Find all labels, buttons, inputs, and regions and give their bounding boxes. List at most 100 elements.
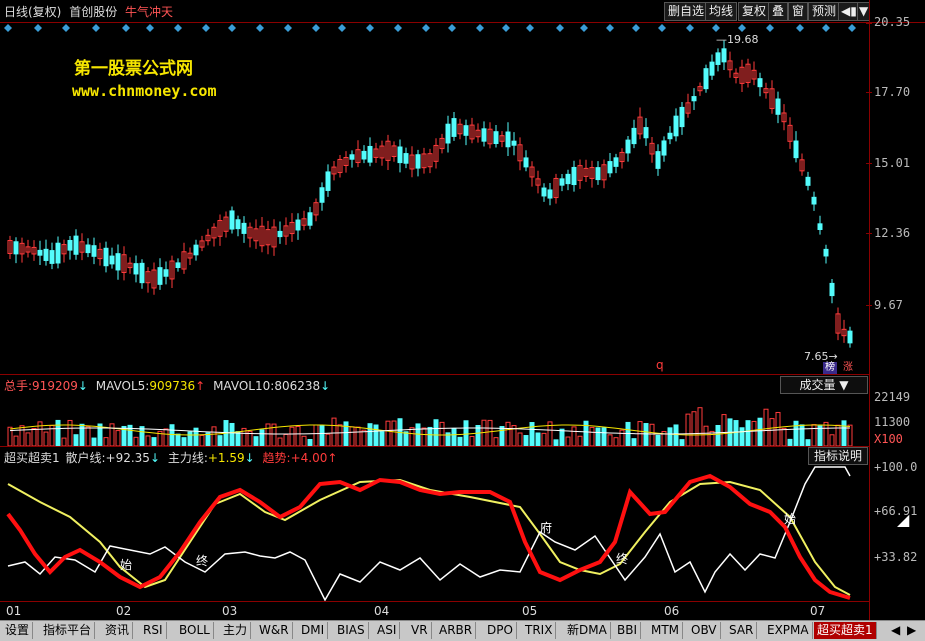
candle-body [463, 125, 469, 136]
candle-body [613, 157, 619, 167]
candle-body [457, 123, 463, 135]
volume-unit-label: X100 [874, 432, 903, 446]
tab-mtm[interactable]: MTM [648, 622, 684, 639]
volume-bar [763, 408, 769, 446]
mavol10-line [9, 427, 851, 435]
candle-body [19, 242, 25, 255]
volume-bar [673, 424, 679, 446]
tab-obv[interactable]: OBV [688, 622, 721, 639]
volume-bar [589, 426, 595, 446]
strategy-name: 牛气冲天 [125, 5, 174, 19]
tab-boll[interactable]: BOLL [176, 622, 214, 639]
delete-watchlist-button[interactable]: 删自选 [664, 2, 709, 21]
tab-overbought-oversold[interactable]: 超买超卖1 [814, 622, 877, 639]
volume-bar [493, 437, 499, 446]
tab-bias[interactable]: BIAS [334, 622, 369, 639]
rise-badge[interactable]: 涨 [841, 362, 855, 374]
candle-body [727, 60, 733, 71]
indicator-axis-label: +33.82 [874, 550, 918, 564]
signal-diamond [686, 24, 694, 32]
watermark-title: 第一股票公式网 [74, 59, 193, 79]
tab-asi[interactable]: ASI [374, 622, 401, 639]
tab-main-force[interactable]: 主力 [220, 622, 252, 639]
volume-dropdown[interactable]: 成交量 ▼ [780, 376, 868, 394]
volume-bar [529, 422, 535, 446]
tab-sar[interactable]: SAR [726, 622, 758, 639]
volume-bar [253, 436, 259, 446]
indicator-help-button[interactable]: 指标说明 [808, 447, 868, 465]
candle-body [493, 131, 499, 144]
volume-bar [91, 437, 97, 446]
rank-badge[interactable]: 榜 [823, 362, 837, 374]
candle-body [517, 144, 523, 162]
signal-diamond [256, 24, 264, 32]
volume-bar [607, 434, 613, 446]
tab-new-dma[interactable]: 新DMA [564, 622, 611, 639]
volume-bar [451, 428, 457, 446]
volume-bar [355, 426, 361, 446]
end-marker: 终 [616, 552, 629, 566]
tab-settings[interactable]: 设置 [2, 622, 34, 639]
candle-body [139, 262, 145, 284]
candle-body [199, 240, 205, 248]
tab-rsi[interactable]: RSI [140, 622, 167, 639]
main-value: +1.59 [207, 451, 245, 465]
candle-body [79, 241, 85, 253]
volume-bar [775, 411, 781, 446]
tab-scroll-right-icon[interactable]: ▶ [907, 623, 917, 637]
signal-diamond [580, 24, 588, 32]
tab-trix[interactable]: TRIX [522, 622, 557, 639]
forecast-button[interactable]: 预测 [808, 2, 841, 21]
signal-diamond [422, 24, 430, 32]
volume-bar [295, 425, 301, 446]
overlay-button[interactable]: 叠 [768, 2, 789, 21]
volume-bar [739, 427, 745, 446]
candle-body [625, 139, 631, 154]
volume-bar [319, 425, 325, 446]
candle-body [25, 246, 31, 253]
candle-body [835, 313, 841, 334]
volume-bar [259, 429, 265, 446]
candle-body [565, 173, 571, 185]
tab-dmi[interactable]: DMI [298, 622, 329, 639]
window-button[interactable]: 窗 [788, 2, 809, 21]
candle-body [775, 98, 781, 115]
x-axis-label: 07 [810, 604, 826, 618]
signal-diamond [34, 24, 42, 32]
adjust-button[interactable]: 复权 [738, 2, 771, 21]
tab-dpo[interactable]: DPO [484, 622, 517, 639]
volume-bar [685, 413, 691, 446]
volume-bar [829, 434, 835, 446]
ma-button[interactable]: 均线 [705, 2, 738, 21]
volume-bar [559, 428, 565, 446]
tab-wr[interactable]: W&R [256, 622, 293, 639]
volume-bar [691, 411, 697, 446]
candle-body [631, 127, 637, 145]
candle-body [175, 262, 181, 268]
volume-bar [67, 419, 73, 446]
tab-scroll-left-icon[interactable]: ◀ [891, 623, 901, 637]
volume-bar [391, 420, 397, 446]
volume-bar [379, 431, 385, 446]
candle-body [751, 69, 757, 80]
signal-diamond [556, 24, 564, 32]
candle-body [427, 153, 433, 168]
tab-bbi[interactable]: BBI [614, 622, 642, 639]
tab-vr[interactable]: VR [408, 622, 432, 639]
candle-body [289, 221, 295, 235]
volume-bar [655, 434, 661, 446]
volume-bar [523, 435, 529, 446]
tab-indicator-platform[interactable]: 指标平台 [40, 622, 96, 639]
tab-expma[interactable]: EXPMA [764, 622, 813, 639]
candle-body [325, 171, 331, 191]
candle-body [763, 88, 769, 94]
candle-body [673, 115, 679, 137]
candle-body [355, 149, 361, 164]
volume-bar [337, 424, 343, 446]
volume-bar [313, 424, 319, 446]
tab-arbr[interactable]: ARBR [436, 622, 477, 639]
volume-bar [787, 438, 793, 446]
tab-news[interactable]: 资讯 [102, 622, 134, 639]
candle-body [127, 262, 133, 269]
start-marker: 始 [784, 512, 797, 526]
